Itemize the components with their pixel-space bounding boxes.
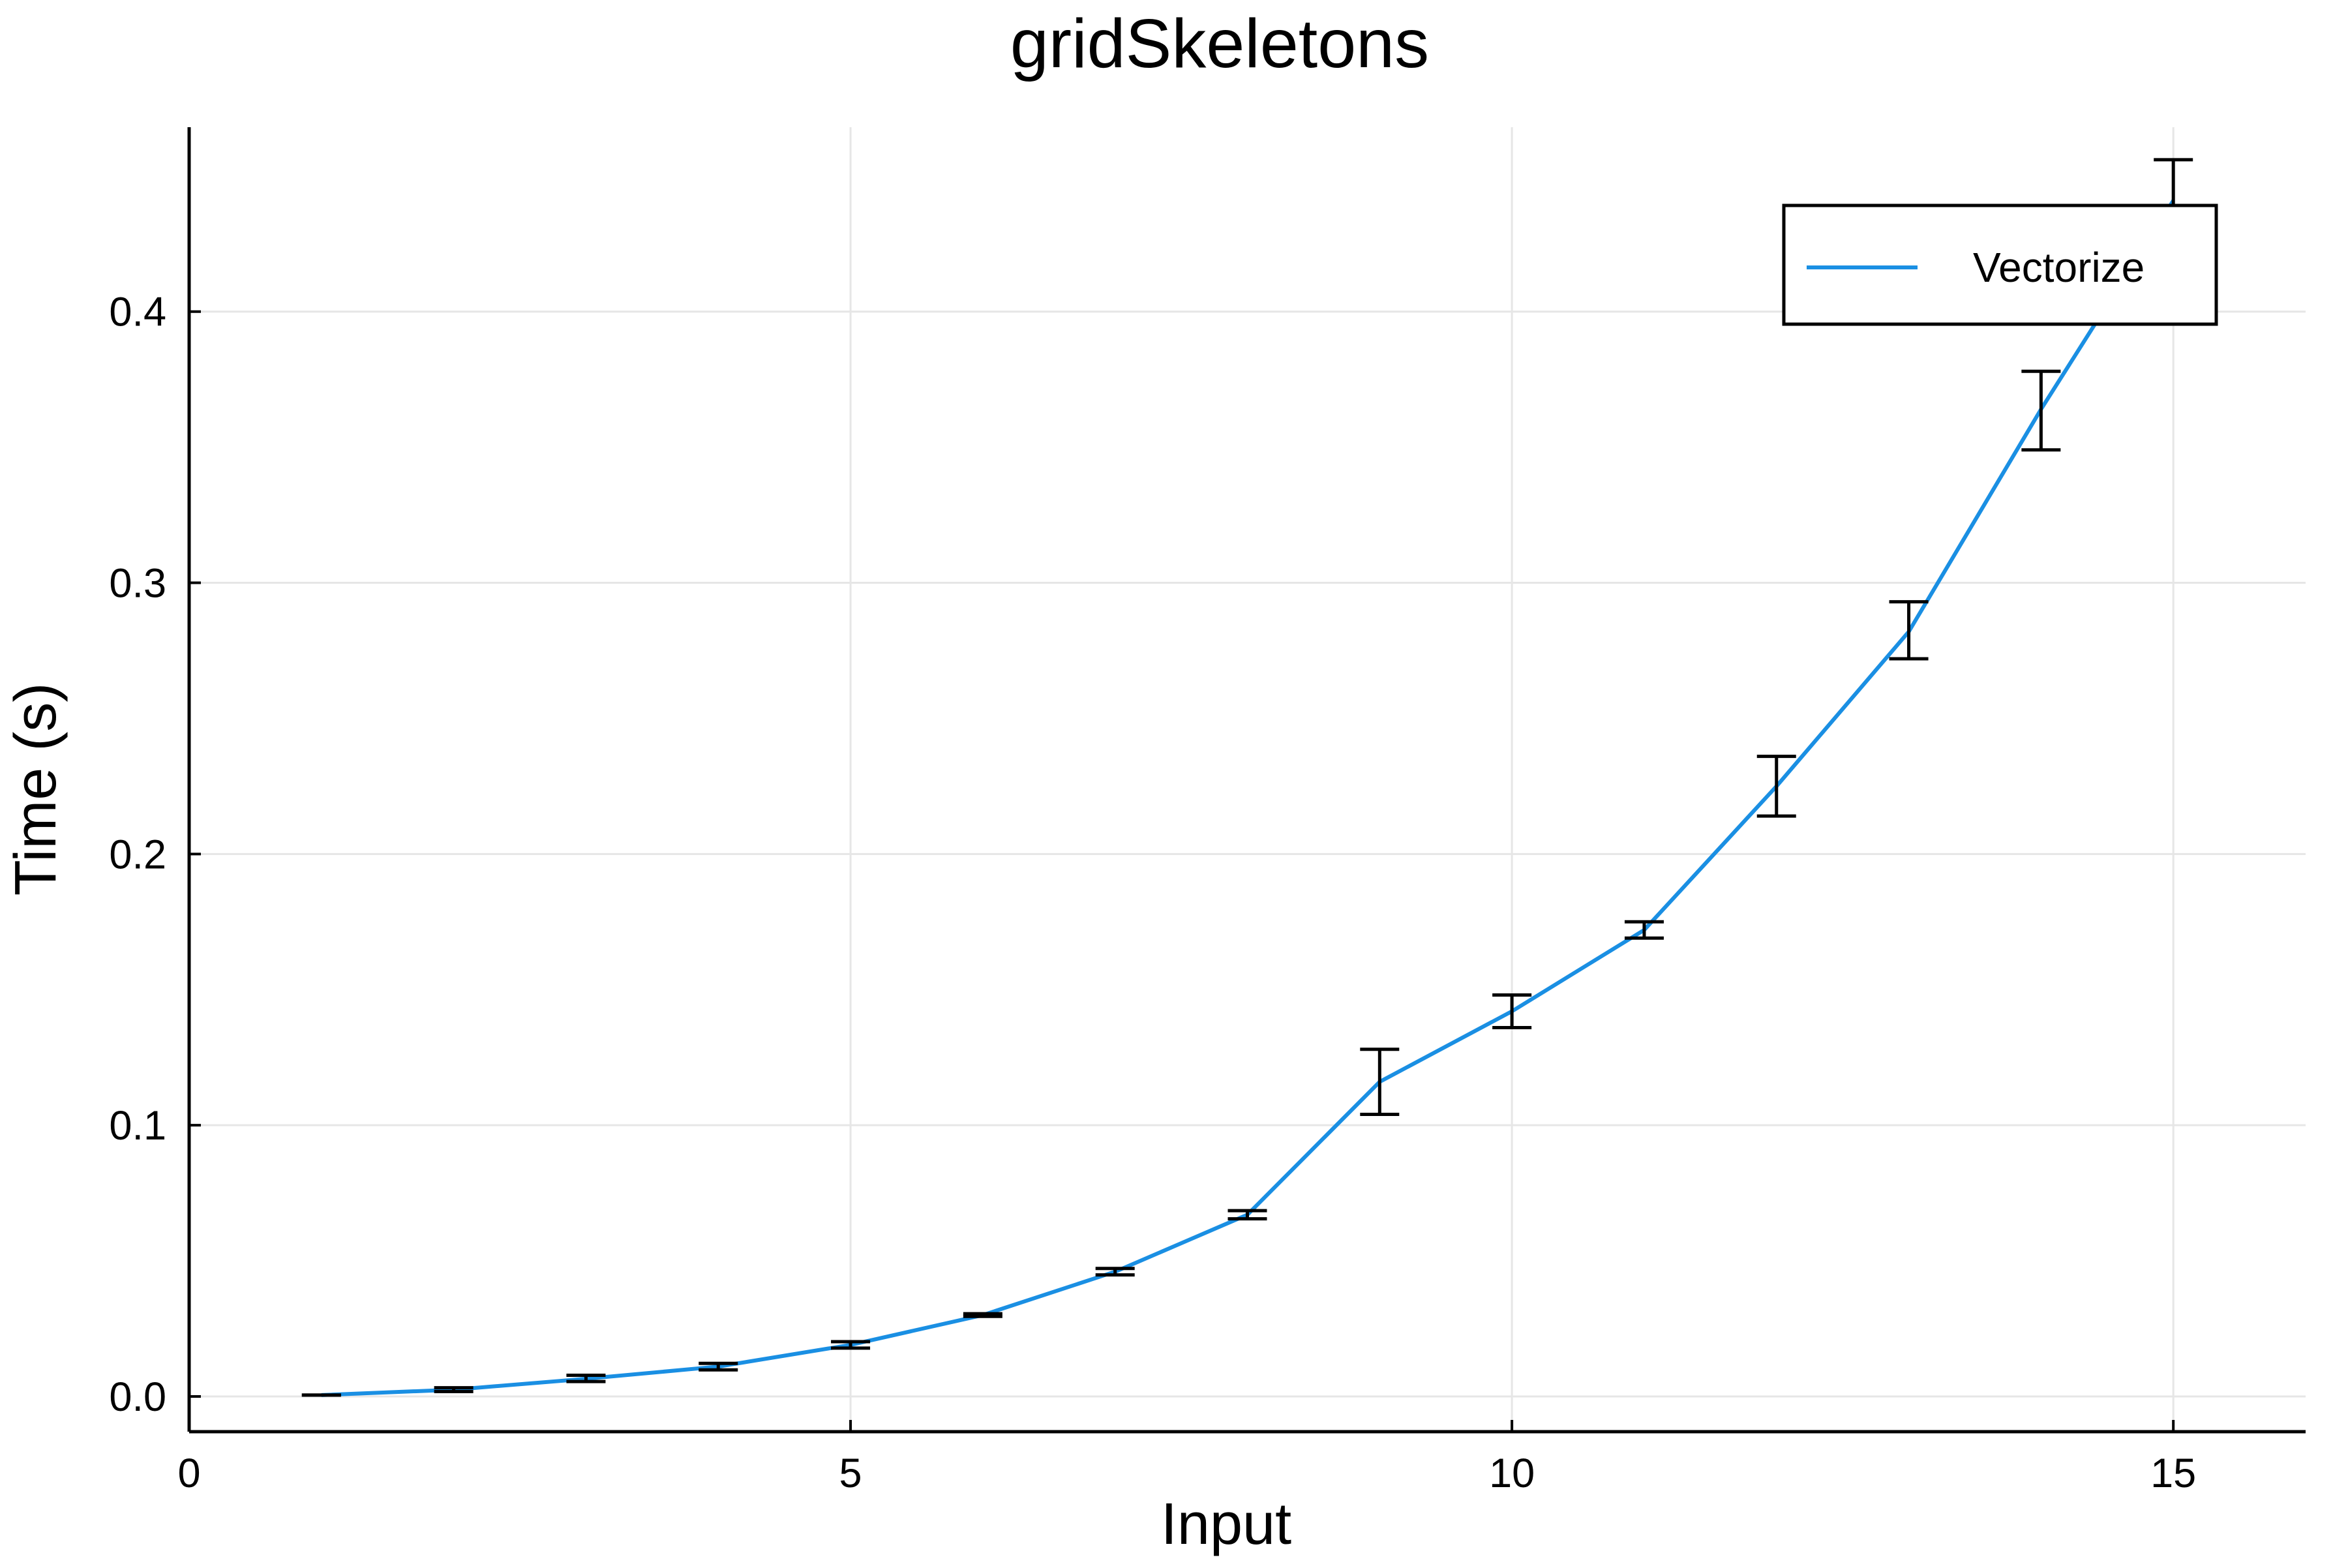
error-bar xyxy=(699,1361,738,1372)
error-bar xyxy=(566,1374,606,1383)
error-bar xyxy=(1624,920,1664,940)
chart-title: gridSkeletons xyxy=(1010,5,1429,82)
error-bar xyxy=(963,1312,1002,1318)
error-bar xyxy=(831,1340,871,1350)
y-tick-label: 0.4 xyxy=(109,290,166,335)
error-bar xyxy=(2021,369,2061,452)
error-bar xyxy=(1360,1048,1400,1117)
x-axis-label: Input xyxy=(1161,1492,1291,1557)
y-tick-label: 0.0 xyxy=(109,1374,166,1420)
error-bar xyxy=(1227,1209,1267,1221)
error-bar xyxy=(1492,993,1532,1029)
axes xyxy=(187,127,2306,1434)
error-bar xyxy=(1756,755,1796,818)
y-tick-label: 0.2 xyxy=(109,832,166,877)
y-tick-label: 0.3 xyxy=(109,561,166,607)
tick-labels: 0 5 10 15 0.0 0.1 0.2 0.3 0.4 xyxy=(109,290,2196,1496)
error-bar xyxy=(434,1386,474,1393)
x-tick-label: 15 xyxy=(2150,1451,2196,1496)
x-tick-label: 10 xyxy=(1489,1451,1535,1496)
y-tick-label: 0.1 xyxy=(109,1103,166,1149)
error-bar xyxy=(1095,1267,1135,1277)
x-tick-label: 0 xyxy=(177,1451,200,1496)
legend-label-vectorize: Vectorize xyxy=(1973,244,2145,291)
legend: Vectorize xyxy=(1782,204,2218,326)
y-axis-label: Time (s) xyxy=(3,683,68,896)
legend-box xyxy=(1782,204,2218,326)
error-bar xyxy=(1889,600,1929,661)
error-bars xyxy=(301,158,2193,1397)
x-tick-label: 5 xyxy=(839,1451,862,1496)
